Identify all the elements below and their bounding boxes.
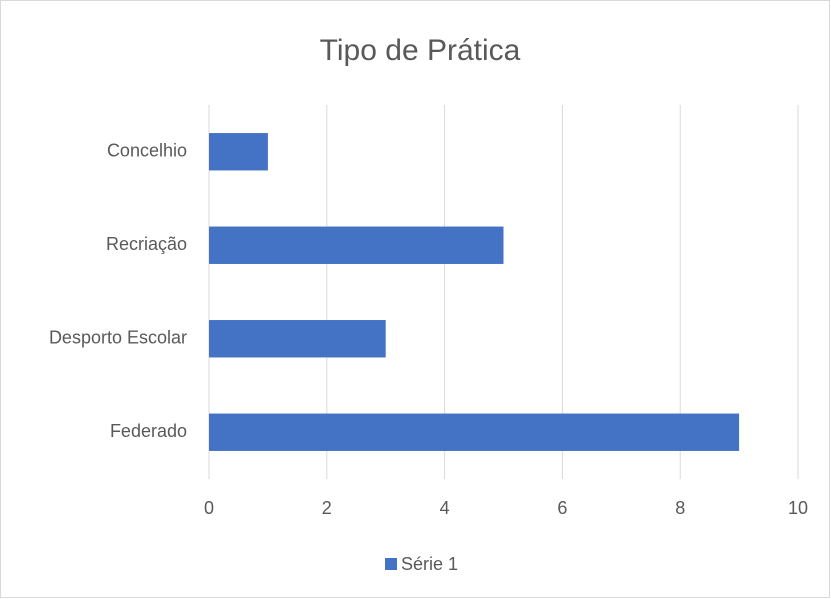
x-tick-label: 0 <box>204 498 214 518</box>
chart-title: Tipo de Prática <box>320 34 521 67</box>
x-tick-label: 10 <box>788 498 808 518</box>
bar <box>209 133 268 171</box>
legend-label: Série 1 <box>401 554 458 574</box>
x-tick-label: 6 <box>557 498 567 518</box>
y-tick-label: Recriação <box>106 234 187 254</box>
y-tick-label: Federado <box>110 421 187 441</box>
y-tick-label: Concelhio <box>107 141 187 161</box>
legend-swatch <box>385 558 397 570</box>
bar <box>209 226 504 264</box>
bar <box>209 320 386 358</box>
x-tick-label: 2 <box>322 498 332 518</box>
x-tick-label: 8 <box>675 498 685 518</box>
x-tick-label: 4 <box>440 498 450 518</box>
bar <box>209 413 740 451</box>
y-tick-label: Desporto Escolar <box>49 328 187 348</box>
